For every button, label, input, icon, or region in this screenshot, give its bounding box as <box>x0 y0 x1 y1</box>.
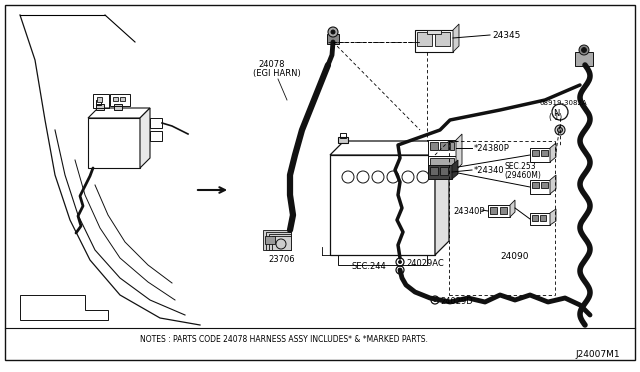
Circle shape <box>555 125 565 135</box>
Polygon shape <box>510 200 515 217</box>
Polygon shape <box>330 141 449 155</box>
Bar <box>575 52 593 66</box>
Bar <box>266 232 291 250</box>
Circle shape <box>582 48 586 52</box>
Bar <box>415 30 453 52</box>
Bar <box>500 207 507 214</box>
Text: 24078: 24078 <box>258 60 285 69</box>
Text: 24029AC: 24029AC <box>406 259 444 268</box>
Bar <box>97 97 102 102</box>
Circle shape <box>328 27 338 37</box>
Text: 24345: 24345 <box>492 31 520 40</box>
Polygon shape <box>456 134 462 170</box>
Text: (29460M): (29460M) <box>504 171 541 180</box>
Circle shape <box>557 128 563 132</box>
Text: SEC.244: SEC.244 <box>352 262 387 271</box>
Bar <box>338 255 427 265</box>
Bar <box>120 97 125 101</box>
Text: ( 1): ( 1) <box>549 113 562 122</box>
Bar <box>428 140 456 156</box>
Polygon shape <box>88 108 150 118</box>
Bar <box>110 94 130 106</box>
Polygon shape <box>452 160 458 179</box>
Bar <box>93 94 109 108</box>
Bar <box>150 131 162 141</box>
Text: SEC.253: SEC.253 <box>505 162 536 171</box>
Bar <box>113 97 118 101</box>
Bar <box>263 230 291 250</box>
Bar <box>96 100 101 105</box>
Bar <box>430 158 454 166</box>
Text: N: N <box>553 109 559 118</box>
Polygon shape <box>453 24 459 52</box>
Bar <box>338 137 348 143</box>
Bar <box>272 236 291 250</box>
Polygon shape <box>550 143 556 162</box>
Text: 23706: 23706 <box>268 255 294 264</box>
Circle shape <box>276 239 286 249</box>
Bar <box>532 182 539 188</box>
Text: *24340: *24340 <box>474 166 504 175</box>
Bar <box>96 104 104 110</box>
Bar <box>440 167 448 175</box>
Polygon shape <box>550 209 556 225</box>
Text: 24029D: 24029D <box>440 297 473 306</box>
Circle shape <box>399 260 401 263</box>
Text: J24007M1: J24007M1 <box>575 350 620 359</box>
Bar <box>430 167 438 175</box>
Bar <box>440 142 448 150</box>
Bar <box>428 156 456 170</box>
Bar <box>417 32 432 46</box>
Bar <box>530 148 550 162</box>
Text: 08919-3082A: 08919-3082A <box>540 100 588 106</box>
Bar <box>541 150 548 156</box>
Bar <box>430 142 438 150</box>
Polygon shape <box>140 108 150 168</box>
Circle shape <box>579 45 589 55</box>
Bar <box>114 104 122 110</box>
Bar <box>488 205 510 217</box>
Bar <box>490 207 497 214</box>
Circle shape <box>331 30 335 34</box>
Bar <box>327 34 339 44</box>
Bar <box>340 133 346 138</box>
Bar <box>88 118 140 168</box>
Text: 24090: 24090 <box>500 252 529 261</box>
Polygon shape <box>550 175 556 194</box>
Bar <box>428 165 452 179</box>
Bar <box>541 182 548 188</box>
Bar <box>265 236 275 244</box>
Bar <box>540 215 546 221</box>
Bar <box>427 30 441 34</box>
Circle shape <box>552 104 568 120</box>
Circle shape <box>399 269 401 272</box>
Text: (EGI HARN): (EGI HARN) <box>253 69 301 78</box>
Text: 24340P: 24340P <box>453 207 484 216</box>
Text: *24380P: *24380P <box>474 144 510 153</box>
Bar <box>269 234 291 250</box>
Bar <box>530 213 550 225</box>
Bar <box>530 180 550 194</box>
Bar <box>435 32 450 46</box>
Bar <box>532 150 539 156</box>
Bar <box>150 118 162 128</box>
Circle shape <box>433 298 436 301</box>
Bar <box>450 142 454 150</box>
Bar <box>330 155 435 255</box>
Polygon shape <box>435 141 449 255</box>
Bar <box>532 215 538 221</box>
Text: NOTES : PARTS CODE 24078 HARNESS ASSY INCLUDES* & *MARKED PARTS.: NOTES : PARTS CODE 24078 HARNESS ASSY IN… <box>140 335 428 344</box>
